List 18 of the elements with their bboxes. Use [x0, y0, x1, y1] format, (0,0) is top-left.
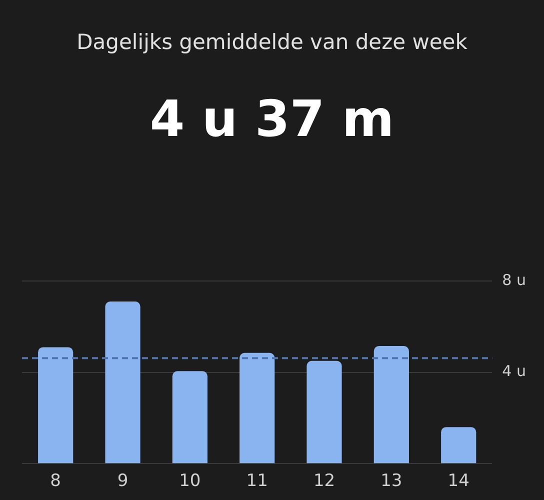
x-tick-label: 14 — [448, 471, 470, 492]
x-tick-label: 11 — [246, 471, 268, 492]
y-tick-label: 8 u — [502, 270, 526, 289]
bar — [172, 371, 208, 464]
x-tick-label: 12 — [313, 471, 336, 492]
bar — [441, 427, 476, 464]
bar — [105, 302, 140, 464]
chart-title: Dagelijks gemiddelde van deze week — [76, 30, 468, 54]
bar — [240, 352, 275, 464]
x-tick-label: 9 — [117, 471, 128, 492]
x-tick-label: 10 — [179, 471, 201, 492]
y-tick-label: 4 u — [502, 362, 526, 380]
x-tick-label: 13 — [380, 471, 402, 492]
x-tick-label: 8 — [50, 471, 61, 492]
bar — [306, 360, 342, 464]
chart-subtitle: 4 u 37 m — [148, 90, 396, 148]
bar — [38, 347, 74, 464]
bar — [374, 346, 409, 464]
